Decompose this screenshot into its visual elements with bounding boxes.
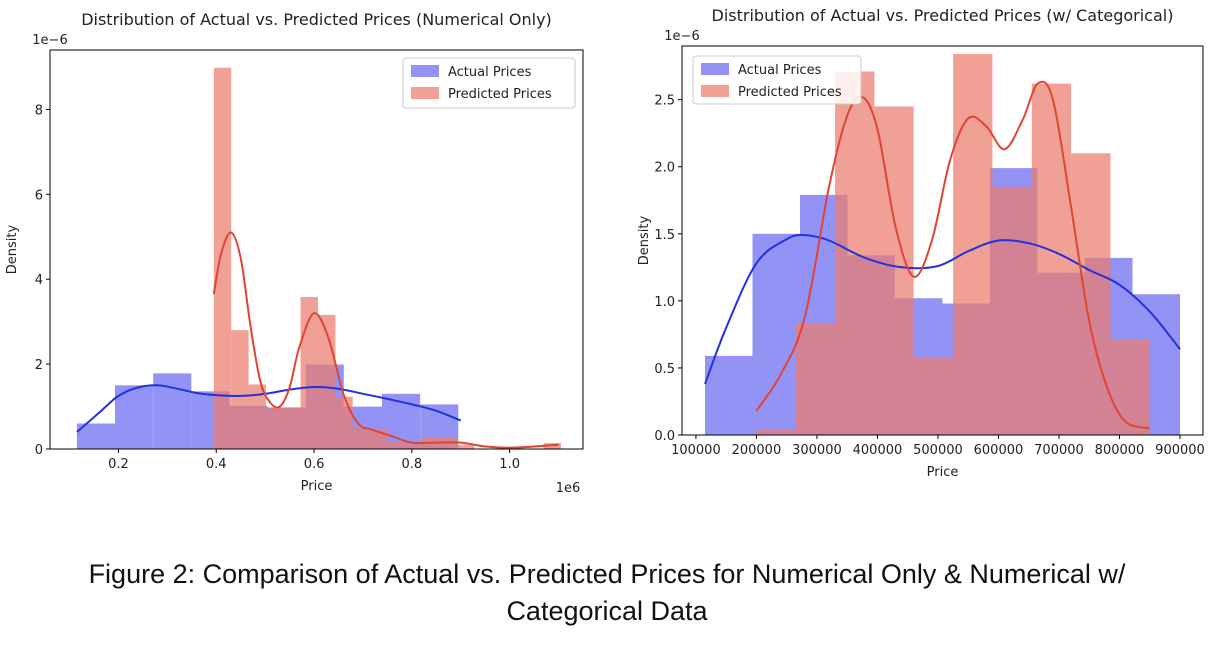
bar-predicted [913, 357, 954, 435]
bar-predicted [1071, 153, 1111, 436]
bar-predicted [1110, 339, 1150, 435]
y-tick-label: 0.0 [654, 429, 675, 444]
legend-label-actual: Actual Prices [448, 65, 532, 80]
y-tick-label: 2.5 [654, 94, 675, 109]
y-tick-label: 2.0 [654, 161, 675, 176]
bar-predicted [231, 330, 249, 449]
legend-label-predicted: Predicted Prices [738, 85, 842, 100]
chart-with-categorical: 100000 200000 300000 400000 500000 600000 7000… [637, 6, 1205, 480]
legend-box [692, 55, 862, 105]
legend-swatch-actual [701, 63, 729, 75]
y-tick-label: 6 [35, 188, 43, 203]
y-tick-label: 1.0 [654, 295, 675, 310]
y-tick-label: 4 [35, 273, 43, 288]
legend: Actual Prices Predicted Prices [402, 57, 576, 109]
legend: Actual Prices Predicted Prices [692, 55, 862, 105]
bar-actual [752, 233, 800, 435]
x-offset-label: 1e6 [556, 481, 581, 496]
bar-predicted [370, 429, 388, 449]
chart-title: Distribution of Actual vs. Predicted Pri… [712, 6, 1174, 25]
bar-predicted [352, 427, 371, 449]
x-axis-label: Price [301, 479, 333, 494]
x-tick-label: 0.6 [304, 457, 325, 472]
bar-predicted [248, 384, 266, 449]
plot-frame [49, 49, 584, 450]
bar-predicted [456, 444, 475, 449]
series-predicted-bars [213, 67, 561, 450]
y-offset-label: 1e−6 [664, 29, 699, 44]
bar-predicted [335, 396, 353, 449]
y-axis-label: Density [637, 215, 652, 265]
chart-numerical-only: 0.2 0.4 0.6 0.8 1.0 0 2 4 6 8 Distribution of Actu… [5, 10, 584, 496]
caption-line-2: Categorical Data [506, 596, 708, 626]
x-tick-label: 900000 [1155, 443, 1205, 458]
y-tick-label: 0.5 [654, 362, 675, 377]
figure-canvas: 0.2 0.4 0.6 0.8 1.0 0 2 4 6 8 Distribution of Actu… [5, 6, 1205, 496]
bar-actual [705, 355, 753, 435]
bar-predicted [795, 323, 836, 435]
legend-label-actual: Actual Prices [738, 63, 822, 78]
kde-line-actual [76, 384, 462, 433]
bar-actual [115, 385, 154, 449]
chart-title: Distribution of Actual vs. Predicted Pri… [81, 10, 552, 29]
kde-line-predicted [755, 80, 1151, 430]
x-tick-label: 500000 [913, 443, 963, 458]
x-tick-label: 100000 [671, 443, 721, 458]
kde-line-actual [704, 233, 1181, 385]
x-tick-label: 1.0 [499, 457, 520, 472]
x-tick-label: 700000 [1034, 443, 1084, 458]
x-tick-label: 200000 [732, 443, 782, 458]
bar-predicted [213, 67, 232, 450]
x-tick-label: 600000 [974, 443, 1024, 458]
x-tick-label: 300000 [792, 443, 842, 458]
bar-predicted [1031, 83, 1072, 435]
legend-box [402, 57, 576, 109]
bar-predicted [874, 106, 914, 436]
x-tick-label: 0.8 [402, 457, 423, 472]
x-tick-label: 0.4 [206, 457, 227, 472]
y-tick-label: 1.5 [654, 228, 675, 243]
legend-label-predicted: Predicted Prices [448, 87, 552, 102]
y-axis-label: Density [5, 224, 20, 274]
bar-predicted [387, 442, 405, 449]
plot-frame [681, 45, 1204, 436]
x-tick-label: 400000 [853, 443, 903, 458]
bar-predicted [756, 429, 796, 435]
legend-swatch-predicted [411, 87, 439, 99]
bar-predicted [283, 407, 301, 449]
bar-predicted [404, 442, 423, 449]
figure-caption: Figure 2: Comparison of Actual vs. Predi… [0, 556, 1214, 630]
bar-predicted [992, 186, 1032, 435]
x-axis-label: Price [927, 465, 959, 480]
legend-swatch-actual [411, 65, 439, 77]
legend-swatch-predicted [701, 85, 729, 97]
series-predicted-bars [756, 54, 1150, 436]
x-tick-label: 800000 [1095, 443, 1145, 458]
kde-line-predicted [212, 231, 559, 449]
y-tick-label: 8 [35, 103, 43, 118]
caption-line-1: Figure 2: Comparison of Actual vs. Predi… [88, 559, 1126, 589]
x-tick-label: 0.2 [108, 457, 129, 472]
bar-predicted [265, 407, 284, 449]
bar-predicted [300, 297, 318, 449]
y-offset-label: 1e−6 [32, 33, 67, 48]
y-tick-label: 0 [35, 443, 43, 458]
y-tick-label: 2 [35, 358, 43, 373]
